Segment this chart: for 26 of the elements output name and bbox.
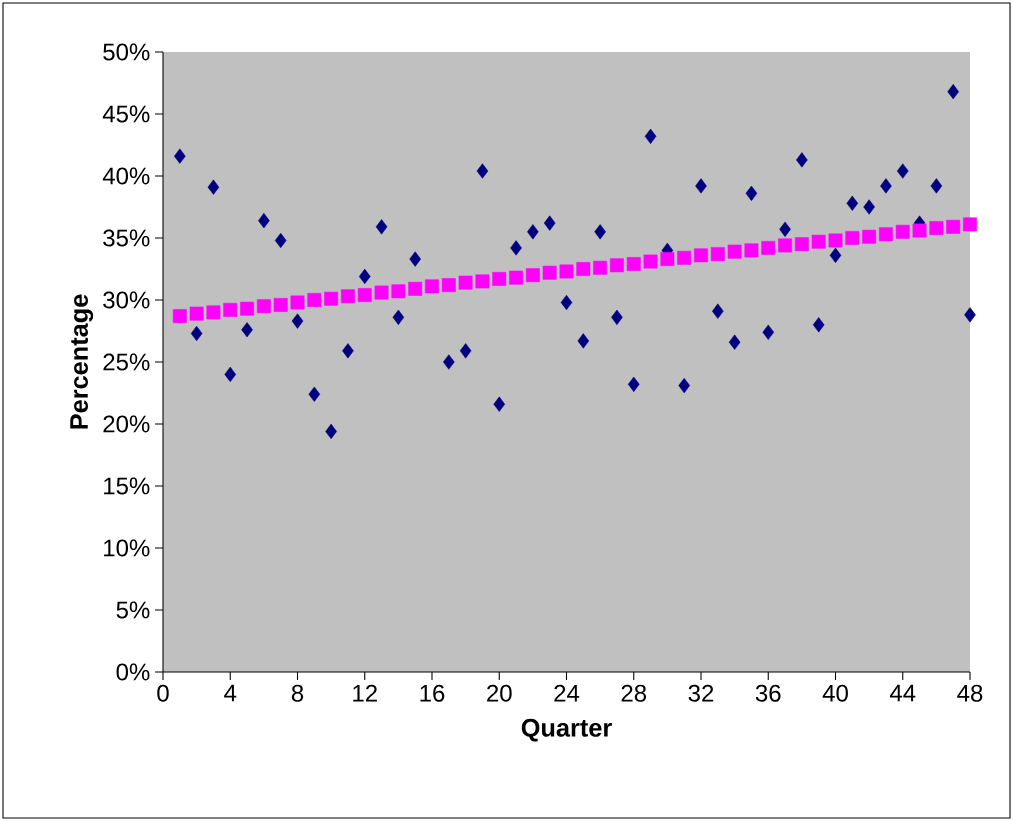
y-tick-label: 50% xyxy=(103,43,150,61)
x-tick-label: 44 xyxy=(889,684,916,702)
y-tick-label: 0% xyxy=(116,663,150,681)
y-tick-label: 25% xyxy=(103,353,150,371)
x-tick-label: 20 xyxy=(487,684,512,702)
x-tick-label: 28 xyxy=(621,684,647,702)
x-axis-title: Quarter xyxy=(521,718,612,742)
x-tick-label: 4 xyxy=(224,684,237,702)
y-tick-label: 10% xyxy=(104,539,150,557)
x-tick-label: 0 xyxy=(157,684,169,702)
x-tick-label: 36 xyxy=(755,684,781,702)
y-axis-title: Percentage xyxy=(70,294,94,429)
y-tick-label: 45% xyxy=(102,105,150,123)
x-tick-label: 16 xyxy=(420,684,445,702)
y-tick-label: 15% xyxy=(104,477,150,495)
y-tick-label: 5% xyxy=(116,601,150,619)
y-tick-label: 35% xyxy=(103,229,150,247)
y-tick-label: 40% xyxy=(102,167,150,185)
x-tick-label: 24 xyxy=(554,684,580,702)
x-tick-label: 40 xyxy=(822,684,848,702)
y-tick-label: 30% xyxy=(103,291,150,309)
y-tick-label: 20% xyxy=(103,415,150,433)
x-tick-label: 8 xyxy=(291,684,304,702)
x-tick-label: 32 xyxy=(688,684,714,702)
x-tick-label: 12 xyxy=(353,684,377,702)
x-tick-label: 48 xyxy=(957,684,983,702)
